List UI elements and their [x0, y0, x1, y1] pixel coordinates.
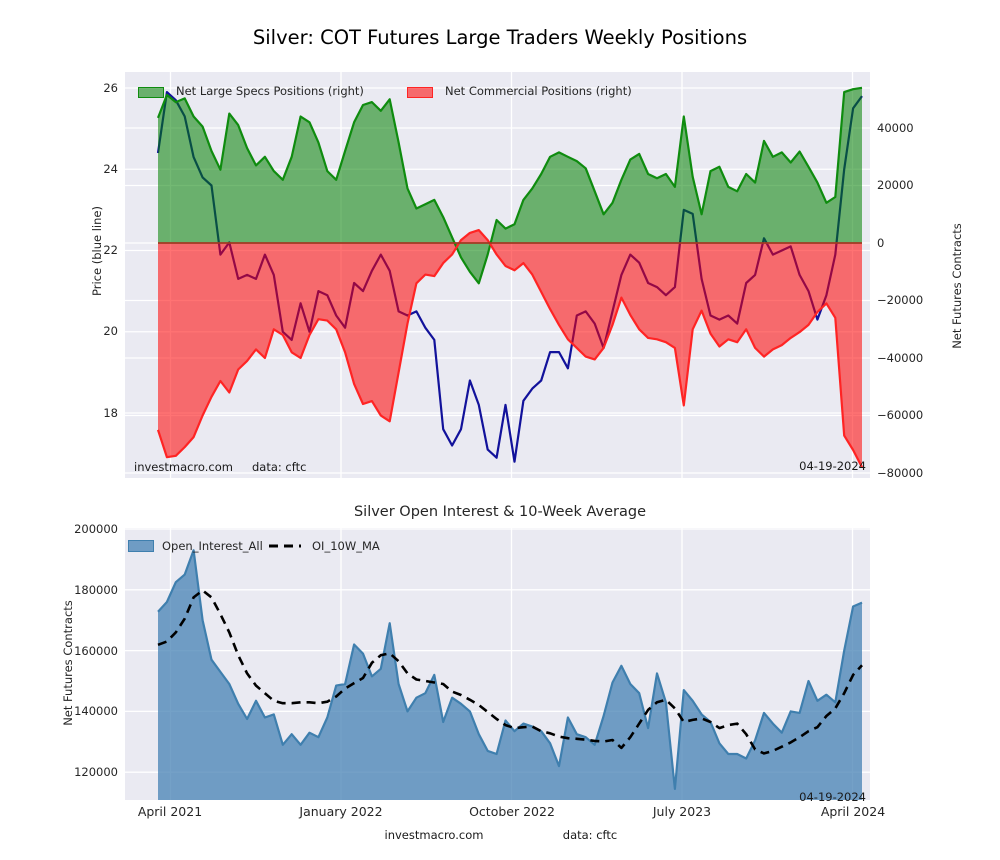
- bottom-axes: [125, 528, 870, 800]
- contracts-tick-neg40000: −40000: [877, 350, 924, 365]
- legend-label-oi-10w-ma: OI_10W_MA: [312, 539, 380, 553]
- bottom-data-source-text: data: cftc: [562, 828, 618, 842]
- xtick-april-2024: April 2024: [820, 804, 886, 819]
- oi-tick-180000: 180000: [74, 582, 118, 597]
- top-right-axis-label: Net Futures Contracts: [950, 223, 964, 349]
- bottom-source-text: investmacro.com: [384, 828, 484, 842]
- xtick-january-2022: January 2022: [299, 804, 383, 819]
- legend-swatch-open-interest: [128, 540, 154, 552]
- oi-tick-120000: 120000: [74, 765, 118, 780]
- figure-title: Silver: COT Futures Large Traders Weekly…: [252, 26, 748, 49]
- contracts-tick-neg80000: −80000: [877, 465, 924, 480]
- top-data-source-text: data: cftc: [252, 460, 307, 474]
- top-axes: [125, 72, 870, 478]
- price-tick-18: 18: [103, 405, 118, 420]
- xtick-july-2023: July 2023: [652, 804, 712, 819]
- bottom-chart-title: Silver Open Interest & 10-Week Average: [353, 504, 647, 520]
- bottom-left-axis-label: Net Futures Contracts: [61, 600, 75, 726]
- xtick-october-2022: October 2022: [469, 804, 555, 819]
- contracts-tick-20000: 20000: [877, 178, 914, 192]
- legend-label-net-large-specs: Net Large Specs Positions (right): [176, 84, 364, 98]
- legend-label-open-interest: Open_Interest_All: [162, 539, 263, 553]
- price-tick-20: 20: [103, 324, 118, 339]
- xtick-april-2021: April 2021: [137, 804, 203, 819]
- legend-label-net-commercial: Net Commercial Positions (right): [445, 84, 632, 98]
- contracts-tick-neg20000: −20000: [877, 293, 924, 307]
- price-tick-26: 26: [103, 80, 118, 95]
- oi-tick-140000: 140000: [74, 704, 118, 719]
- legend-swatch-net-large-specs: [138, 87, 164, 98]
- price-tick-22: 22: [103, 243, 118, 257]
- top-plot-svg: [125, 72, 870, 478]
- price-axis-label: Price (blue line): [90, 206, 104, 296]
- price-tick-24: 24: [103, 161, 118, 176]
- ma-legend-dash-icon: [269, 544, 301, 548]
- contracts-tick-neg60000: −60000: [877, 408, 924, 422]
- top-source-text: investmacro.com: [134, 460, 233, 474]
- contracts-tick-0: 0: [877, 235, 885, 250]
- legend-swatch-net-commercial: [407, 87, 433, 98]
- oi-tick-160000: 160000: [74, 643, 118, 658]
- bottom-date-text: 04-19-2024: [799, 790, 866, 804]
- top-date-text: 04-19-2024: [799, 459, 866, 473]
- oi-tick-200000: 200000: [74, 522, 118, 536]
- bottom-plot-svg: [125, 528, 870, 800]
- contracts-tick-40000: 40000: [877, 120, 914, 135]
